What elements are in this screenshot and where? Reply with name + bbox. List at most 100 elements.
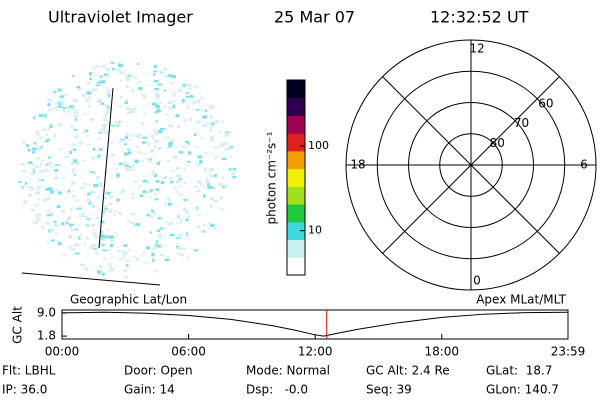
pixel bbox=[40, 225, 44, 228]
pixel bbox=[68, 216, 73, 219]
pixel bbox=[155, 180, 160, 183]
pixel bbox=[146, 213, 150, 217]
pixel bbox=[99, 242, 103, 246]
pixel bbox=[57, 105, 63, 108]
pixel bbox=[99, 75, 103, 79]
pixel bbox=[86, 200, 90, 203]
pixel bbox=[154, 131, 158, 134]
pixel bbox=[164, 113, 169, 116]
pixel bbox=[168, 124, 174, 128]
pixel bbox=[131, 89, 135, 93]
pixel bbox=[106, 88, 112, 91]
time: 12:32:52 UT bbox=[430, 8, 529, 27]
pixel bbox=[232, 167, 237, 171]
pixel bbox=[61, 210, 66, 213]
pixel bbox=[71, 170, 75, 173]
pixel bbox=[224, 147, 230, 151]
pixel bbox=[157, 109, 161, 111]
pixel bbox=[194, 146, 199, 148]
pixel bbox=[86, 143, 91, 146]
pixel bbox=[224, 131, 230, 134]
pixel bbox=[123, 244, 128, 247]
pixel bbox=[101, 65, 106, 69]
pixel bbox=[113, 231, 118, 234]
pixel bbox=[203, 194, 206, 198]
pixel bbox=[70, 248, 76, 251]
pixel bbox=[58, 98, 63, 101]
pixel bbox=[74, 110, 78, 114]
pixel bbox=[194, 185, 199, 188]
pixel bbox=[127, 248, 131, 251]
pixel bbox=[125, 98, 129, 102]
pixel bbox=[59, 95, 65, 98]
pixel bbox=[206, 213, 209, 216]
pixel bbox=[173, 187, 178, 190]
pixel bbox=[200, 97, 204, 100]
pixel bbox=[96, 176, 101, 180]
pixel bbox=[137, 63, 140, 65]
pixel bbox=[50, 239, 55, 242]
pixel bbox=[73, 174, 77, 176]
pixel bbox=[132, 163, 136, 168]
pixel bbox=[74, 228, 78, 231]
pixel bbox=[62, 107, 68, 109]
pixel bbox=[166, 256, 170, 258]
pixel bbox=[40, 145, 43, 149]
pixel bbox=[213, 199, 218, 203]
pixel bbox=[122, 250, 126, 254]
pixel bbox=[54, 232, 60, 235]
pixel bbox=[30, 209, 35, 212]
pixel bbox=[159, 227, 163, 230]
pixel bbox=[145, 158, 150, 160]
pixel bbox=[111, 153, 114, 157]
pixel bbox=[108, 141, 114, 144]
pixel bbox=[142, 190, 147, 194]
pixel bbox=[167, 147, 171, 149]
pixel bbox=[155, 173, 158, 177]
pixel bbox=[102, 118, 107, 121]
pixel bbox=[100, 102, 104, 105]
pixel bbox=[108, 129, 113, 132]
pixel bbox=[53, 106, 56, 110]
pixel bbox=[54, 223, 58, 228]
pixel bbox=[59, 148, 63, 151]
pixel bbox=[61, 177, 65, 179]
pixel bbox=[156, 91, 159, 94]
pixel bbox=[134, 159, 139, 163]
pixel bbox=[38, 178, 42, 183]
pixel bbox=[163, 244, 166, 247]
pixel bbox=[44, 168, 49, 172]
pixel bbox=[120, 95, 123, 99]
pixel bbox=[83, 182, 87, 186]
pixel bbox=[89, 170, 92, 173]
pixel bbox=[168, 144, 173, 147]
pixel bbox=[203, 167, 208, 171]
pixel bbox=[177, 88, 182, 93]
pixel bbox=[19, 163, 25, 166]
pixel bbox=[43, 198, 48, 202]
pixel bbox=[218, 145, 223, 148]
pixel bbox=[183, 168, 186, 172]
pixel bbox=[139, 194, 144, 198]
pixel bbox=[175, 113, 180, 118]
colorbar-segment bbox=[287, 80, 305, 99]
pixel bbox=[158, 147, 161, 150]
pixel bbox=[139, 160, 144, 162]
pixel bbox=[86, 134, 89, 137]
pixel bbox=[165, 136, 170, 139]
status-field: GLat: 18.7 bbox=[486, 364, 552, 378]
pixel bbox=[134, 77, 138, 80]
pixel bbox=[81, 95, 87, 98]
pixel bbox=[142, 153, 146, 155]
pixel bbox=[107, 269, 110, 272]
pixel bbox=[186, 106, 190, 109]
pixel bbox=[36, 134, 40, 137]
pixel bbox=[209, 174, 214, 178]
pixel bbox=[171, 170, 175, 173]
pixel bbox=[151, 258, 155, 262]
pixel bbox=[45, 188, 50, 191]
pixel bbox=[106, 106, 111, 109]
pixel bbox=[224, 132, 230, 137]
pixel bbox=[30, 172, 35, 176]
pixel bbox=[107, 93, 111, 98]
